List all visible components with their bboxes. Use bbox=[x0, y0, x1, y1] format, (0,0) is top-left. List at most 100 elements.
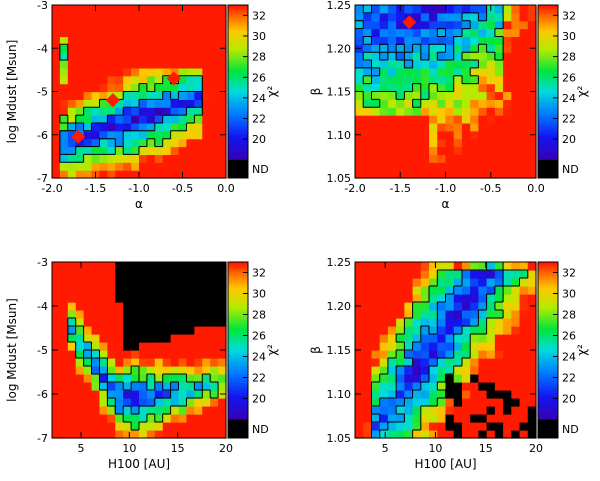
heatmap-cell bbox=[511, 406, 521, 415]
heatmap-cell bbox=[387, 326, 397, 335]
heatmap-cell bbox=[494, 406, 504, 415]
heatmap-cell bbox=[154, 44, 164, 53]
heatmap-cell bbox=[396, 91, 405, 100]
heatmap-cell bbox=[437, 20, 447, 30]
heatmap-cell bbox=[91, 374, 101, 383]
colorbar-segment bbox=[538, 82, 558, 86]
heatmap-cell bbox=[371, 270, 381, 279]
heatmap-cell bbox=[404, 270, 414, 279]
heatmap-cell bbox=[162, 122, 172, 132]
heatmap-cell bbox=[52, 52, 61, 61]
heatmap-cell bbox=[91, 138, 101, 148]
heatmap-cell bbox=[519, 60, 529, 69]
heatmap-cell bbox=[67, 130, 77, 140]
heatmap-cell bbox=[503, 430, 512, 439]
heatmap-cell bbox=[396, 422, 405, 431]
heatmap-cell bbox=[412, 91, 422, 100]
colorbar-segment bbox=[538, 66, 558, 71]
y-tick-label: 1.25 bbox=[327, 0, 352, 12]
heatmap-cell bbox=[162, 278, 172, 287]
heatmap-cell bbox=[396, 52, 405, 61]
heatmap-cell bbox=[123, 154, 132, 163]
heatmap-cell bbox=[511, 154, 521, 163]
heatmap-cell bbox=[527, 294, 537, 303]
heatmap-cell bbox=[379, 99, 389, 108]
heatmap-cell bbox=[186, 358, 195, 367]
heatmap-cell bbox=[519, 398, 529, 407]
heatmap-cell bbox=[194, 83, 203, 93]
heatmap-cell bbox=[503, 350, 512, 359]
heatmap-cell bbox=[478, 398, 488, 407]
heatmap-cell bbox=[470, 83, 480, 93]
heatmap-cell bbox=[99, 334, 108, 343]
heatmap-cell bbox=[429, 154, 438, 163]
heatmap-cell bbox=[162, 36, 172, 45]
heatmap-cell bbox=[379, 83, 389, 93]
heatmap-cell bbox=[503, 334, 512, 343]
heatmap-cell bbox=[478, 342, 488, 351]
y-axis-label: log Mdust [Msun] bbox=[5, 298, 19, 402]
heatmap-cell bbox=[445, 67, 455, 77]
colorbar-segment bbox=[538, 314, 558, 318]
heatmap-cell bbox=[178, 67, 188, 77]
heatmap-cell bbox=[146, 318, 156, 327]
heatmap-cell bbox=[75, 430, 85, 439]
heatmap-cell bbox=[186, 302, 195, 311]
heatmap-cell bbox=[170, 170, 180, 179]
heatmap-cell bbox=[478, 382, 488, 391]
heatmap-cell bbox=[91, 350, 101, 359]
heatmap-cell bbox=[59, 83, 69, 93]
heatmap-cell bbox=[527, 67, 537, 77]
heatmap-cell bbox=[170, 52, 180, 61]
heatmap-cell bbox=[139, 430, 148, 439]
heatmap-cell bbox=[194, 60, 203, 69]
heatmap-cell bbox=[429, 318, 438, 327]
heatmap-cell bbox=[420, 310, 430, 319]
heatmap-cell bbox=[202, 286, 211, 295]
heatmap-cell bbox=[519, 75, 529, 85]
heatmap-cell bbox=[52, 326, 61, 335]
heatmap-cell bbox=[404, 294, 414, 303]
heatmap-cell bbox=[437, 398, 447, 407]
colorbar-segment bbox=[538, 12, 558, 16]
heatmap-cell bbox=[123, 44, 132, 53]
heatmap-cell bbox=[67, 310, 77, 319]
heatmap-cell bbox=[511, 91, 521, 100]
heatmap-cell bbox=[412, 366, 422, 375]
colorbar-segment bbox=[228, 154, 248, 158]
heatmap-cell bbox=[387, 107, 397, 116]
heatmap-cell bbox=[396, 44, 405, 53]
heatmap-cell bbox=[154, 286, 164, 295]
heatmap-cell bbox=[404, 146, 414, 156]
heatmap-cell bbox=[404, 358, 414, 367]
heatmap-cell bbox=[178, 270, 188, 279]
heatmap-cell bbox=[131, 36, 140, 45]
heatmap-cell bbox=[387, 382, 397, 391]
heatmap-cell bbox=[412, 154, 422, 163]
heatmap-cell bbox=[453, 318, 463, 327]
heatmap-cell bbox=[131, 170, 140, 179]
heatmap-cell bbox=[379, 91, 389, 100]
colorbar-segment bbox=[228, 351, 248, 355]
heatmap-cell bbox=[511, 270, 521, 279]
heatmap-cell bbox=[494, 262, 504, 271]
heatmap-cell bbox=[429, 138, 438, 148]
heatmap-cell bbox=[420, 130, 430, 140]
heatmap-cell bbox=[139, 278, 148, 287]
heatmap-cell bbox=[146, 350, 156, 359]
colorbar-segment bbox=[228, 110, 248, 114]
heatmap-cell bbox=[371, 75, 381, 85]
heatmap-cell bbox=[379, 302, 389, 311]
heatmap-cell bbox=[75, 382, 85, 391]
heatmap-cell bbox=[202, 75, 211, 85]
heatmap-cell bbox=[527, 270, 537, 279]
heatmap-cell bbox=[470, 374, 480, 383]
colorbar-tick-label: 26 bbox=[562, 330, 576, 343]
colorbar-segment bbox=[228, 319, 248, 323]
heatmap-cell bbox=[420, 278, 430, 287]
heatmap-cell bbox=[404, 382, 414, 391]
heatmap-cell bbox=[494, 91, 504, 100]
heatmap-cell bbox=[355, 115, 364, 124]
colorbar-segment bbox=[538, 393, 558, 397]
colorbar-segment bbox=[538, 411, 558, 415]
